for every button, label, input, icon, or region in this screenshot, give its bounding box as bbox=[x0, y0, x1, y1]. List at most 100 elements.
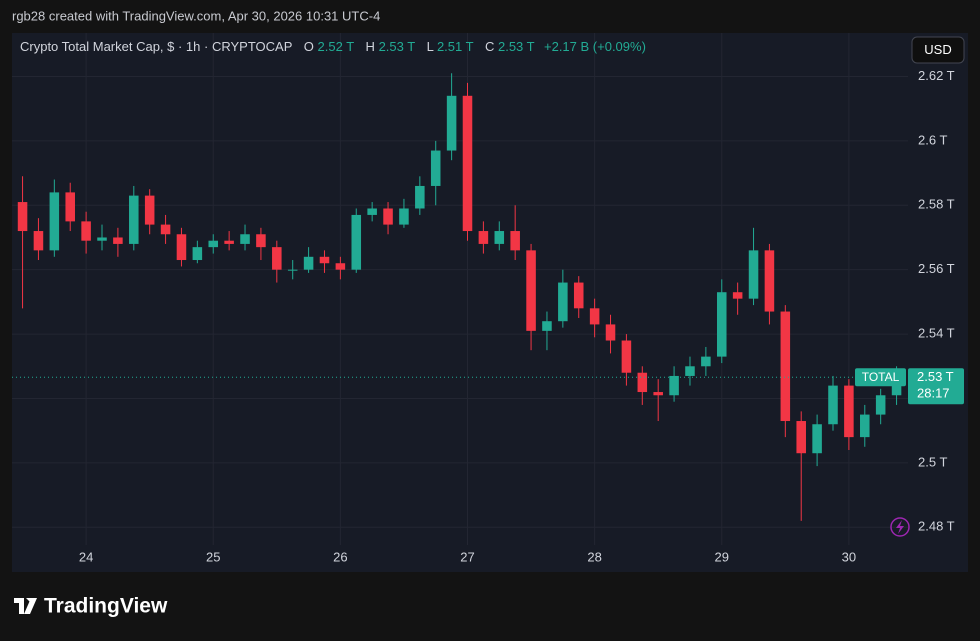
candle-body bbox=[716, 292, 727, 357]
candle-body bbox=[701, 356, 711, 367]
candle-body bbox=[17, 202, 28, 232]
candle-body bbox=[653, 392, 663, 396]
legend-value: 2.51 T bbox=[437, 39, 474, 54]
candle-body bbox=[605, 324, 616, 341]
candle-body bbox=[558, 282, 568, 322]
legend-label: O bbox=[304, 39, 314, 54]
candle-body bbox=[446, 95, 457, 151]
candle-body bbox=[287, 269, 298, 271]
candle-body bbox=[160, 224, 171, 235]
candle-body bbox=[240, 234, 250, 244]
candle-body bbox=[796, 421, 806, 454]
legend-label: C bbox=[485, 39, 494, 54]
candle-body bbox=[113, 237, 123, 244]
candle-body bbox=[764, 250, 775, 312]
alert-bolt[interactable] bbox=[896, 520, 904, 534]
x-tick-label: 28 bbox=[587, 549, 601, 564]
brand-logo bbox=[14, 598, 37, 614]
candle-body bbox=[430, 150, 441, 186]
x-tick-label: 26 bbox=[333, 549, 347, 564]
legend-label: H bbox=[366, 39, 375, 54]
candle-body bbox=[542, 321, 552, 331]
candle-body bbox=[256, 234, 266, 248]
grid bbox=[12, 33, 908, 545]
candle-body bbox=[748, 250, 759, 299]
candle-body bbox=[685, 366, 695, 376]
last-price-box bbox=[908, 368, 964, 405]
candle-body bbox=[319, 256, 330, 264]
candle-body bbox=[526, 250, 536, 331]
candle-body bbox=[637, 372, 648, 393]
candle-body bbox=[510, 231, 520, 251]
currency-button[interactable]: USD bbox=[911, 36, 965, 64]
candle-body bbox=[192, 247, 203, 261]
candles bbox=[12, 73, 908, 521]
candle-body bbox=[144, 195, 155, 225]
candle-body bbox=[49, 192, 60, 251]
legend-value: 2.52 T bbox=[318, 39, 355, 54]
candle-body bbox=[399, 208, 409, 225]
legend-label: L bbox=[427, 39, 434, 54]
x-tick-label: 24 bbox=[79, 549, 93, 564]
last-price-name: TOTAL bbox=[862, 370, 900, 384]
y-tick-label: 2.58 T bbox=[918, 197, 955, 212]
last-price-countdown: 28:17 bbox=[917, 386, 950, 401]
x-tick-label: 30 bbox=[842, 549, 856, 564]
candle-body bbox=[383, 208, 393, 225]
y-tick-label: 2.48 T bbox=[918, 519, 955, 534]
y-tick-label: 2.5 T bbox=[918, 454, 947, 469]
legend-value: 2.53 T bbox=[498, 39, 535, 54]
currency[interactable]: USD bbox=[924, 42, 951, 57]
legend-value: 2.53 T bbox=[379, 39, 416, 54]
y-tick-label: 2.56 T bbox=[918, 261, 955, 276]
candle-body bbox=[97, 237, 107, 241]
candle-body bbox=[224, 240, 234, 244]
x-tick-label: 27 bbox=[460, 549, 474, 564]
legend-change: +2.17 B (+0.09%) bbox=[544, 39, 646, 54]
candle-body bbox=[303, 256, 314, 270]
candle-body bbox=[780, 311, 791, 422]
candle-body bbox=[33, 231, 44, 251]
candle-body bbox=[828, 385, 838, 425]
candle-body bbox=[351, 214, 362, 270]
currency-button-box[interactable] bbox=[911, 36, 965, 64]
last-price-name-box bbox=[855, 368, 906, 387]
axes: 2.48 T2.5 T2.52 T2.54 T2.56 T2.58 T2.6 T… bbox=[79, 68, 964, 564]
candle-body bbox=[494, 231, 505, 244]
candle-body bbox=[860, 414, 870, 438]
candle-body bbox=[589, 308, 600, 325]
candle-body bbox=[367, 208, 377, 215]
x-tick-label: 25 bbox=[206, 549, 220, 564]
candle-body bbox=[65, 192, 75, 222]
candle-body bbox=[478, 231, 489, 244]
candle-body bbox=[732, 292, 743, 299]
brand: TradingView bbox=[14, 595, 168, 618]
alert-circle[interactable] bbox=[890, 517, 910, 537]
candle-body bbox=[621, 340, 632, 373]
last-price-label: 2.53 T bbox=[917, 369, 954, 384]
legend: Crypto Total Market Cap, $ · 1h · CRYPTO… bbox=[20, 39, 646, 54]
candle-body bbox=[272, 247, 282, 270]
candle-body bbox=[176, 234, 187, 261]
candle-body bbox=[891, 377, 902, 396]
candle-body bbox=[81, 221, 91, 241]
candle-body bbox=[669, 375, 679, 396]
y-tick-label: 2.62 T bbox=[918, 68, 955, 83]
candle-body bbox=[129, 195, 139, 244]
x-tick-label: 29 bbox=[715, 549, 729, 564]
chart-title: Crypto Total Market Cap, $ · 1h · CRYPTO… bbox=[20, 39, 292, 54]
candle-body bbox=[844, 385, 854, 438]
candle-body bbox=[415, 185, 425, 209]
y-tick-label: 2.6 T bbox=[918, 132, 947, 147]
brand-name: TradingView bbox=[44, 595, 168, 618]
chart-panel bbox=[12, 33, 968, 572]
candle-body bbox=[462, 95, 473, 232]
candle-body bbox=[875, 395, 886, 415]
credit: rgb28 created with TradingView.com, Apr … bbox=[12, 8, 380, 23]
candle-body bbox=[335, 263, 346, 270]
y-tick-label: 2.54 T bbox=[918, 326, 955, 341]
alert-icon[interactable] bbox=[890, 517, 910, 537]
candle-body bbox=[573, 282, 584, 309]
